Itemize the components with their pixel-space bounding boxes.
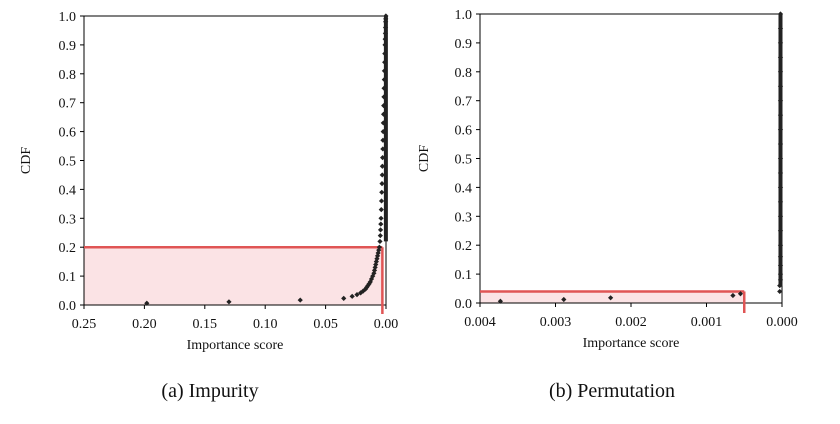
y-tick-label: 0.1 <box>59 270 77 285</box>
y-tick-label: 0.0 <box>455 297 473 312</box>
y-tick-label: 0.7 <box>59 97 77 112</box>
y-tick-label: 0.2 <box>455 239 473 254</box>
x-tick-label: 0.20 <box>132 317 157 332</box>
y-tick-label: 0.4 <box>59 183 77 198</box>
data-point <box>377 233 383 239</box>
data-point <box>226 299 232 305</box>
y-tick-label: 0.8 <box>59 68 77 83</box>
plot-frame <box>479 13 783 304</box>
y-axis-label: CDF <box>417 145 432 172</box>
data-point <box>366 281 372 287</box>
data-point <box>349 293 355 299</box>
y-tick-label: 0.2 <box>59 241 77 256</box>
data-point <box>378 215 384 221</box>
y-tick-label: 1.0 <box>455 8 473 23</box>
data-point <box>379 181 385 187</box>
y-tick-label: 0.3 <box>59 212 77 227</box>
highlight-region <box>84 247 383 305</box>
y-tick-label: 0.4 <box>455 181 473 196</box>
data-point <box>379 172 385 178</box>
x-axis-label: Importance score <box>187 338 284 353</box>
panel-caption: (a) Impurity <box>161 380 258 402</box>
x-tick-label: 0.003 <box>540 315 572 330</box>
y-tick-label: 0.8 <box>455 66 473 81</box>
y-tick-label: 0.6 <box>455 124 473 139</box>
data-point <box>608 295 614 301</box>
y-tick-label: 1.0 <box>59 10 77 25</box>
impurity-cdf-panel: 0.0 0.1 0.2 0.3 0.4 0.5 0.6 0.7 0.8 0.9 1.0 0.25 0.2… <box>19 10 398 402</box>
data-point <box>341 295 347 301</box>
x-tick-label: 0.001 <box>691 315 723 330</box>
data-point <box>297 297 303 303</box>
permutation-cdf-panel: 0.0 0.1 0.2 0.3 0.4 0.5 0.6 0.7 0.8 0.9 1.0 0.004 0.… <box>417 8 798 402</box>
data-point <box>381 102 387 109</box>
data-point <box>376 244 382 250</box>
data-point <box>561 296 567 303</box>
x-axis-label: Importance score <box>583 336 680 351</box>
y-tick-label: 0.6 <box>59 126 77 141</box>
y-tick-label: 0.1 <box>455 268 473 283</box>
data-point <box>370 273 376 279</box>
y-tick-label: 0.5 <box>455 153 473 168</box>
data-point <box>379 163 385 169</box>
y-tick-label: 0.9 <box>455 37 473 52</box>
panel-caption: (b) Permutation <box>549 380 675 402</box>
data-point <box>730 292 736 299</box>
data-point <box>377 227 384 233</box>
y-tick-label: 0.7 <box>455 95 473 110</box>
y-tick-label: 0.9 <box>59 39 77 54</box>
data-point <box>379 189 385 195</box>
data-point <box>378 198 385 204</box>
data-point <box>497 298 503 304</box>
data-point <box>377 238 383 245</box>
x-tick-label: 0.002 <box>615 315 647 330</box>
data-point <box>354 291 360 298</box>
data-point <box>371 270 377 276</box>
y-tick-label: 0.0 <box>59 299 77 314</box>
x-tick-label: 0.000 <box>766 315 798 330</box>
data-point <box>144 300 150 306</box>
data-point <box>378 221 384 227</box>
data-point <box>380 129 386 135</box>
data-point <box>378 207 384 213</box>
y-axis-label: CDF <box>19 147 34 174</box>
data-point <box>737 291 744 297</box>
data-point <box>360 288 366 294</box>
data-point <box>362 286 369 292</box>
x-tick-label: 0.25 <box>72 317 97 332</box>
data-point <box>777 288 783 295</box>
x-tick-label: 0.004 <box>464 315 496 330</box>
x-tick-label: 0.10 <box>253 317 278 332</box>
data-point <box>368 276 375 282</box>
x-tick-label: 0.00 <box>374 317 399 332</box>
y-tick-label: 0.3 <box>455 210 473 225</box>
x-tick-label: 0.05 <box>313 317 338 332</box>
y-tick-label: 0.5 <box>59 155 77 170</box>
x-tick-label: 0.15 <box>193 317 218 332</box>
